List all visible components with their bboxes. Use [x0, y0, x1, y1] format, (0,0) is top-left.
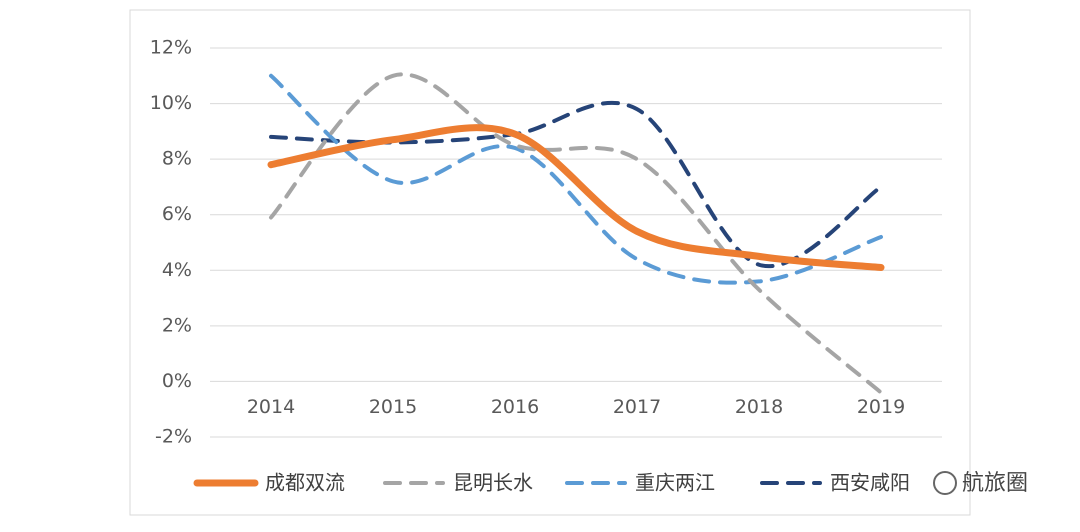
x-tick-label: 2018	[735, 396, 783, 418]
x-tick-label: 2017	[613, 396, 661, 418]
x-tick-label: 2016	[491, 396, 539, 418]
y-tick-label: 8%	[162, 148, 192, 170]
x-tick-label: 2019	[857, 396, 905, 418]
y-tick-label: 2%	[162, 314, 192, 336]
series-line	[269, 72, 883, 395]
legend-label: 重庆两江	[635, 471, 715, 495]
y-tick-label: 0%	[162, 370, 192, 392]
y-tick-label: 6%	[162, 203, 192, 225]
x-tick-label: 2014	[247, 396, 295, 418]
watermark-icon	[933, 471, 957, 495]
y-tick-label: 12%	[150, 37, 192, 59]
series-line	[269, 73, 883, 285]
x-tick-label: 2015	[369, 396, 417, 418]
legend-label: 成都双流	[265, 471, 345, 495]
series-line	[267, 124, 885, 272]
watermark: 航旅圈	[933, 471, 1028, 496]
y-tick-label: 4%	[162, 259, 192, 281]
legend-label: 昆明长水	[453, 471, 533, 495]
y-tick-label: -2%	[155, 426, 192, 448]
legend-label: 西安咸阳	[830, 471, 910, 495]
y-tick-label: 10%	[150, 92, 192, 114]
watermark-text: 航旅圈	[962, 471, 1028, 496]
